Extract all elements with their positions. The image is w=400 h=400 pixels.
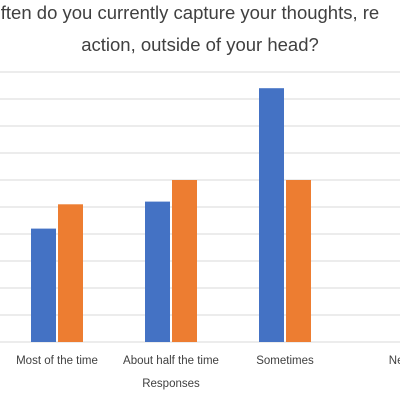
bar-series-1-about-half-the-time [145, 201, 170, 342]
bar-series-2-about-half-the-time [172, 180, 197, 342]
bar-series-2-sometimes [286, 180, 311, 342]
chart-title-line-2: action, outside of your head? [81, 34, 319, 55]
bar-series-1-most-of-the-time [31, 228, 56, 342]
chart-title-line-1: ften do you currently capture your thoug… [0, 2, 380, 23]
x-axis-title: Responses [142, 378, 200, 390]
x-tick-label: Most of the time [16, 355, 98, 367]
bar-series-2-most-of-the-time [58, 204, 83, 342]
bar-series-1-sometimes [259, 88, 284, 342]
x-tick-label: Nev [389, 355, 400, 367]
x-tick-label: Sometimes [256, 355, 314, 367]
x-tick-label: About half the time [123, 355, 219, 367]
